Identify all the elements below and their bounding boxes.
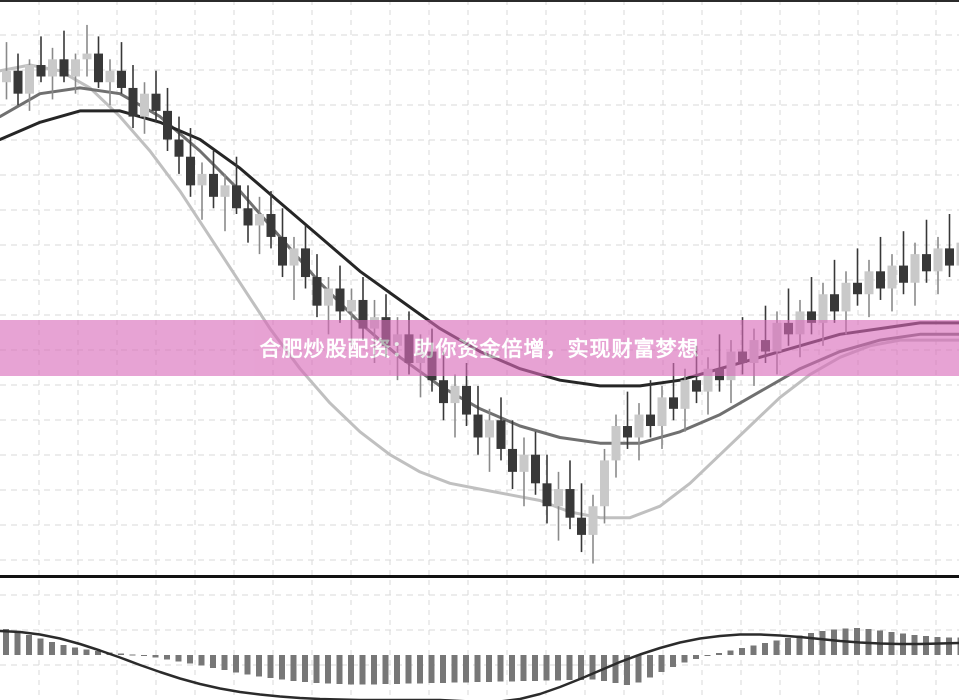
panel-separator <box>0 575 959 578</box>
macd-signal-line <box>0 629 959 700</box>
chart-top-border <box>0 0 959 2</box>
